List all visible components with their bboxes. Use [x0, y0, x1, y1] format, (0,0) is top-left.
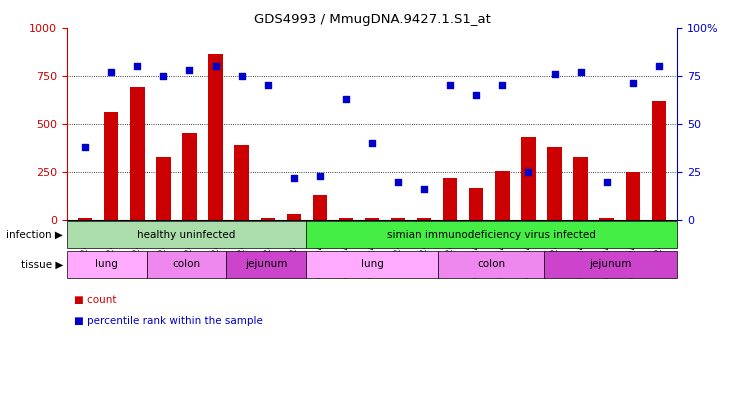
Text: healthy uninfected: healthy uninfected: [137, 230, 236, 240]
Point: [392, 178, 404, 185]
Bar: [600, 218, 614, 220]
Text: ■ percentile rank within the sample: ■ percentile rank within the sample: [74, 316, 263, 326]
Point: [652, 63, 664, 69]
Text: infection ▶: infection ▶: [7, 230, 63, 240]
Bar: [312, 195, 327, 220]
Bar: [469, 188, 484, 220]
Text: jejunum: jejunum: [245, 259, 287, 269]
Bar: [234, 145, 248, 220]
Bar: [626, 172, 640, 220]
Bar: [365, 218, 379, 220]
Point: [262, 82, 274, 88]
Bar: [574, 156, 588, 220]
Text: colon: colon: [478, 259, 505, 269]
Bar: [438, 251, 545, 278]
Bar: [67, 251, 147, 278]
Bar: [182, 133, 196, 220]
Point: [106, 69, 118, 75]
Point: [158, 72, 170, 79]
Bar: [78, 218, 92, 220]
Point: [80, 144, 92, 150]
Bar: [306, 221, 677, 248]
Bar: [652, 101, 666, 220]
Point: [522, 169, 534, 175]
Bar: [522, 137, 536, 220]
Bar: [260, 218, 275, 220]
Point: [366, 140, 378, 146]
Point: [600, 178, 612, 185]
Bar: [306, 251, 438, 278]
Bar: [545, 251, 677, 278]
Point: [340, 95, 352, 102]
Bar: [339, 218, 353, 220]
Point: [496, 82, 508, 88]
Point: [184, 67, 196, 73]
Bar: [548, 147, 562, 220]
Point: [626, 80, 638, 86]
Point: [444, 82, 456, 88]
Text: simian immunodeficiency virus infected: simian immunodeficiency virus infected: [387, 230, 596, 240]
Bar: [208, 55, 222, 220]
Point: [548, 71, 560, 77]
Bar: [130, 87, 144, 220]
Text: colon: colon: [173, 259, 200, 269]
Text: ■ count: ■ count: [74, 295, 117, 305]
Bar: [67, 221, 306, 248]
Point: [574, 69, 586, 75]
Bar: [286, 214, 301, 220]
Point: [314, 173, 326, 179]
Bar: [156, 156, 170, 220]
Bar: [443, 178, 458, 220]
Point: [418, 186, 430, 193]
Text: jejunum: jejunum: [589, 259, 632, 269]
Point: [236, 72, 248, 79]
Bar: [391, 218, 405, 220]
Bar: [417, 218, 432, 220]
Title: GDS4993 / MmugDNA.9427.1.S1_at: GDS4993 / MmugDNA.9427.1.S1_at: [254, 13, 490, 26]
Point: [132, 63, 144, 69]
Bar: [226, 251, 306, 278]
Text: lung: lung: [361, 259, 383, 269]
Text: lung: lung: [95, 259, 118, 269]
Point: [288, 174, 300, 181]
Text: tissue ▶: tissue ▶: [21, 259, 63, 269]
Bar: [496, 171, 510, 220]
Point: [470, 92, 482, 98]
Bar: [147, 251, 226, 278]
Bar: [104, 112, 118, 220]
Point: [210, 63, 222, 69]
